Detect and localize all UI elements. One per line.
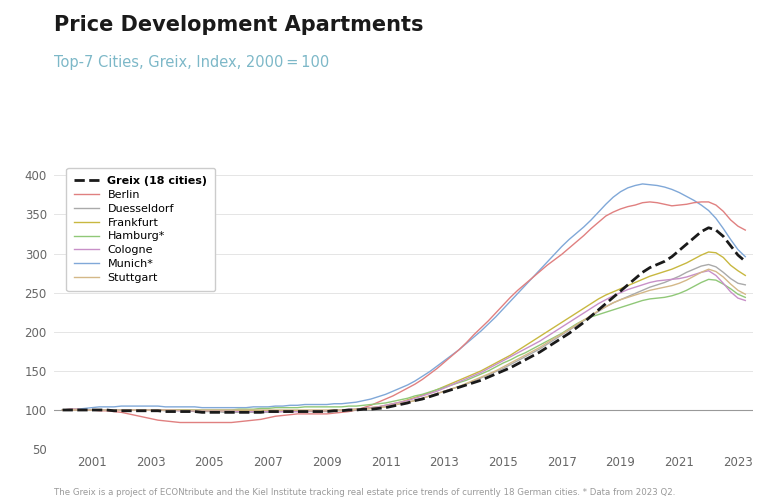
Text: Price Development Apartments: Price Development Apartments [54, 15, 423, 35]
Text: Top-7 Cities, Greix, Index, 2000 = 100: Top-7 Cities, Greix, Index, 2000 = 100 [54, 55, 329, 70]
Text: The Greix is a project of ECONtribute and the Kiel Institute tracking real estat: The Greix is a project of ECONtribute an… [54, 488, 675, 497]
Legend: Greix (18 cities), Berlin, Duesseldorf, Frankfurt, Hamburg*, Cologne, Munich*, S: Greix (18 cities), Berlin, Duesseldorf, … [66, 168, 215, 291]
